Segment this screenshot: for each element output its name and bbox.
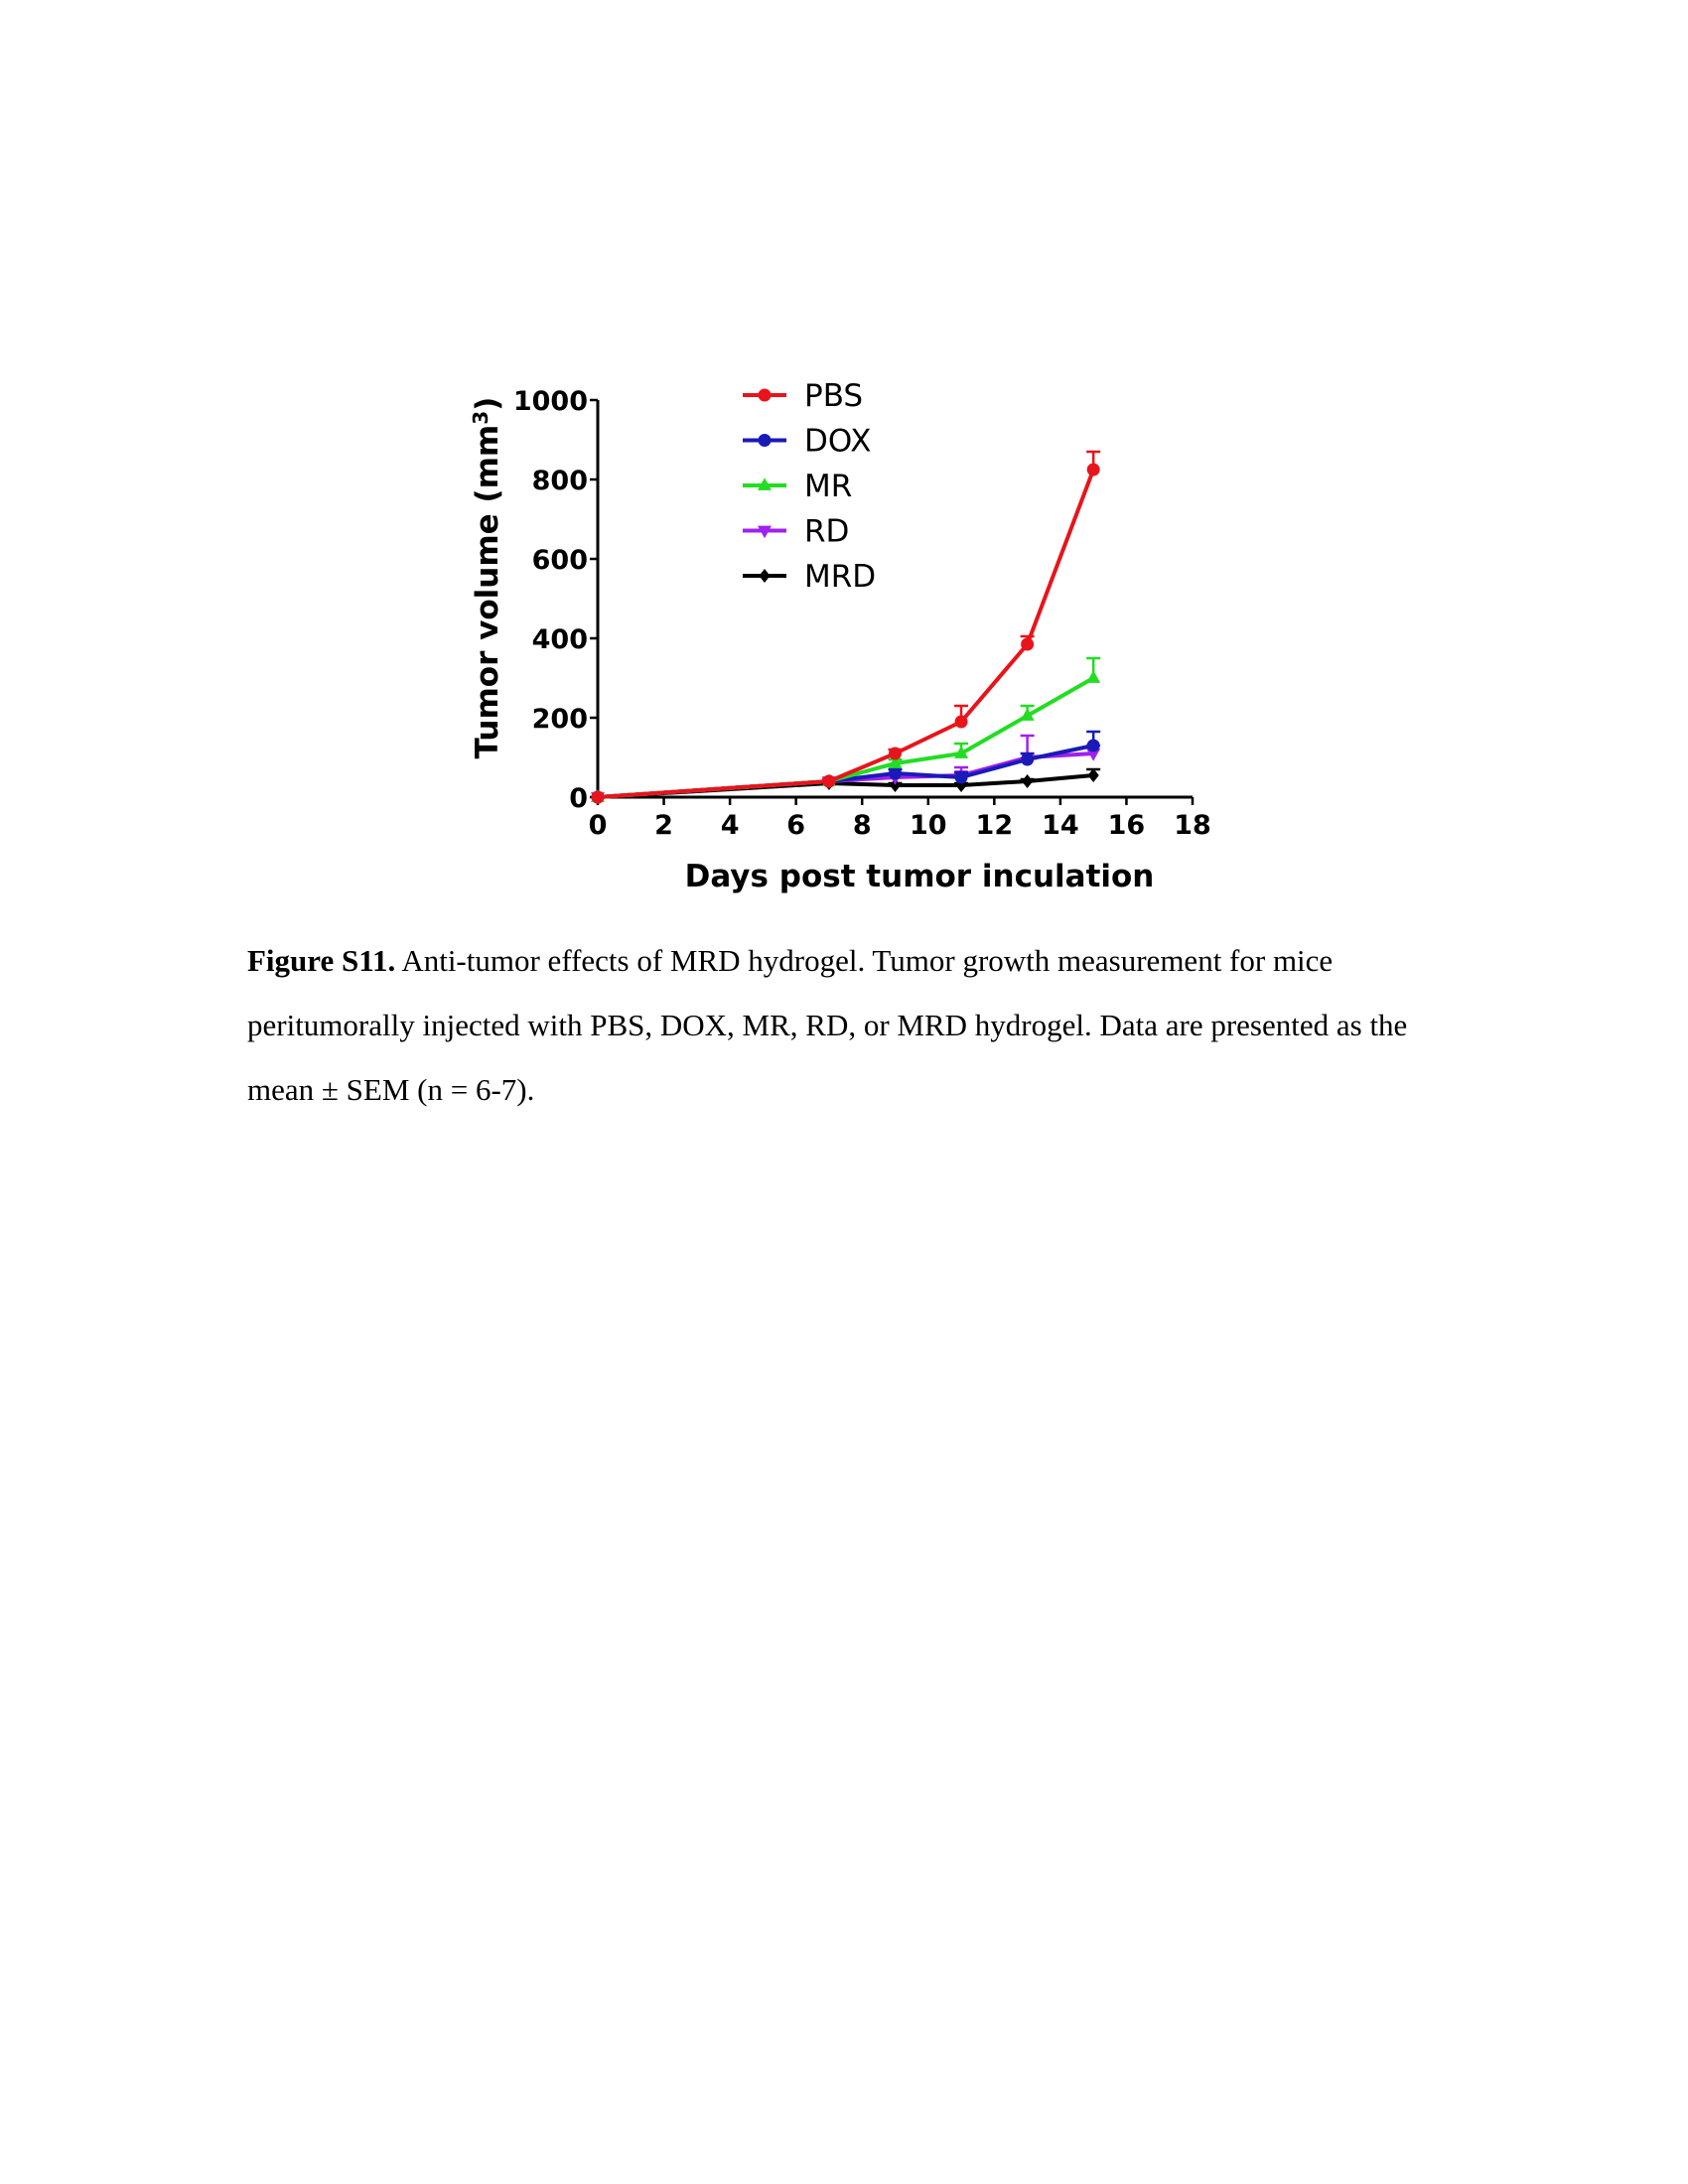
x-tick-label: 14 <box>1042 810 1079 841</box>
y-axis-title-main: Tumor volume (mm <box>470 425 505 759</box>
y-tick-label: 0 <box>569 783 588 814</box>
data-point <box>1087 768 1099 782</box>
legend: PBS DOX MR RD MRD <box>743 378 876 595</box>
data-point <box>1086 463 1100 477</box>
x-axis-title: Days post tumor inculation <box>685 859 1155 894</box>
data-point <box>954 715 968 729</box>
series-layer <box>591 450 1101 805</box>
legend-item-rd: RD <box>743 514 849 550</box>
legend-item-mr: MR <box>743 469 852 504</box>
y-tick-label: 1000 <box>513 386 588 417</box>
legend-item-mrd: MRD <box>743 559 876 595</box>
data-point <box>889 747 902 760</box>
x-tick-label: 4 <box>721 810 740 841</box>
y-tick-label: 400 <box>532 624 588 655</box>
legend-item-dox: DOX <box>743 424 872 460</box>
x-tick-label: 18 <box>1174 810 1211 841</box>
data-point <box>954 746 969 758</box>
data-point <box>954 770 968 784</box>
y-axis-title: Tumor volume (mm3) <box>469 397 505 759</box>
x-tick-label: 8 <box>853 810 872 841</box>
data-point <box>1020 708 1035 721</box>
x-tick-label: 10 <box>910 810 947 841</box>
data-point <box>889 766 902 780</box>
caption-text: Anti-tumor effects of MRD hydrogel. Tumo… <box>247 943 1408 1107</box>
x-tick-label: 6 <box>786 810 805 841</box>
data-point <box>758 525 772 539</box>
legend-item-pbs: PBS <box>743 378 863 414</box>
ticks: 0 200 400 600 800 1000 0 2 4 6 8 10 12 14 16 18 <box>513 386 1211 841</box>
legend-label: MR <box>804 469 852 504</box>
y-tick-label: 200 <box>532 704 588 735</box>
series-line <box>597 469 1096 799</box>
y-tick-label: 800 <box>532 466 588 496</box>
axes <box>596 400 1193 799</box>
y-tick-label: 600 <box>532 545 588 576</box>
figure-label: Figure S11. <box>247 943 396 978</box>
x-tick-label: 16 <box>1108 810 1146 841</box>
data-point <box>759 569 771 583</box>
data-point <box>889 778 902 792</box>
data-point <box>1022 774 1034 788</box>
series-line <box>597 744 1094 799</box>
data-point <box>591 790 605 804</box>
x-tick-label: 12 <box>976 810 1014 841</box>
legend-label: RD <box>804 514 849 550</box>
x-tick-label: 0 <box>589 810 608 841</box>
data-point <box>822 774 836 788</box>
data-point <box>1086 670 1101 683</box>
y-axis-title-sup: 3 <box>469 411 492 425</box>
x-tick-label: 2 <box>654 810 673 841</box>
tumor-growth-chart: 0 200 400 600 800 1000 0 2 4 6 8 10 12 14 16 18 Days po… <box>469 378 1211 894</box>
figure-caption: Figure S11. Anti-tumor effects of MRD hy… <box>247 928 1439 1122</box>
data-point <box>888 755 903 768</box>
legend-label: PBS <box>804 378 863 414</box>
data-point <box>1086 749 1101 761</box>
legend-label: DOX <box>804 424 872 460</box>
data-point <box>1086 739 1100 752</box>
data-point <box>1021 637 1035 651</box>
series-pbs <box>591 450 1101 804</box>
data-point <box>758 478 772 490</box>
data-point <box>758 434 772 447</box>
data-point <box>1021 752 1035 766</box>
data-point <box>758 388 772 402</box>
y-axis-title-close: ) <box>470 397 505 411</box>
legend-label: MRD <box>804 559 876 595</box>
